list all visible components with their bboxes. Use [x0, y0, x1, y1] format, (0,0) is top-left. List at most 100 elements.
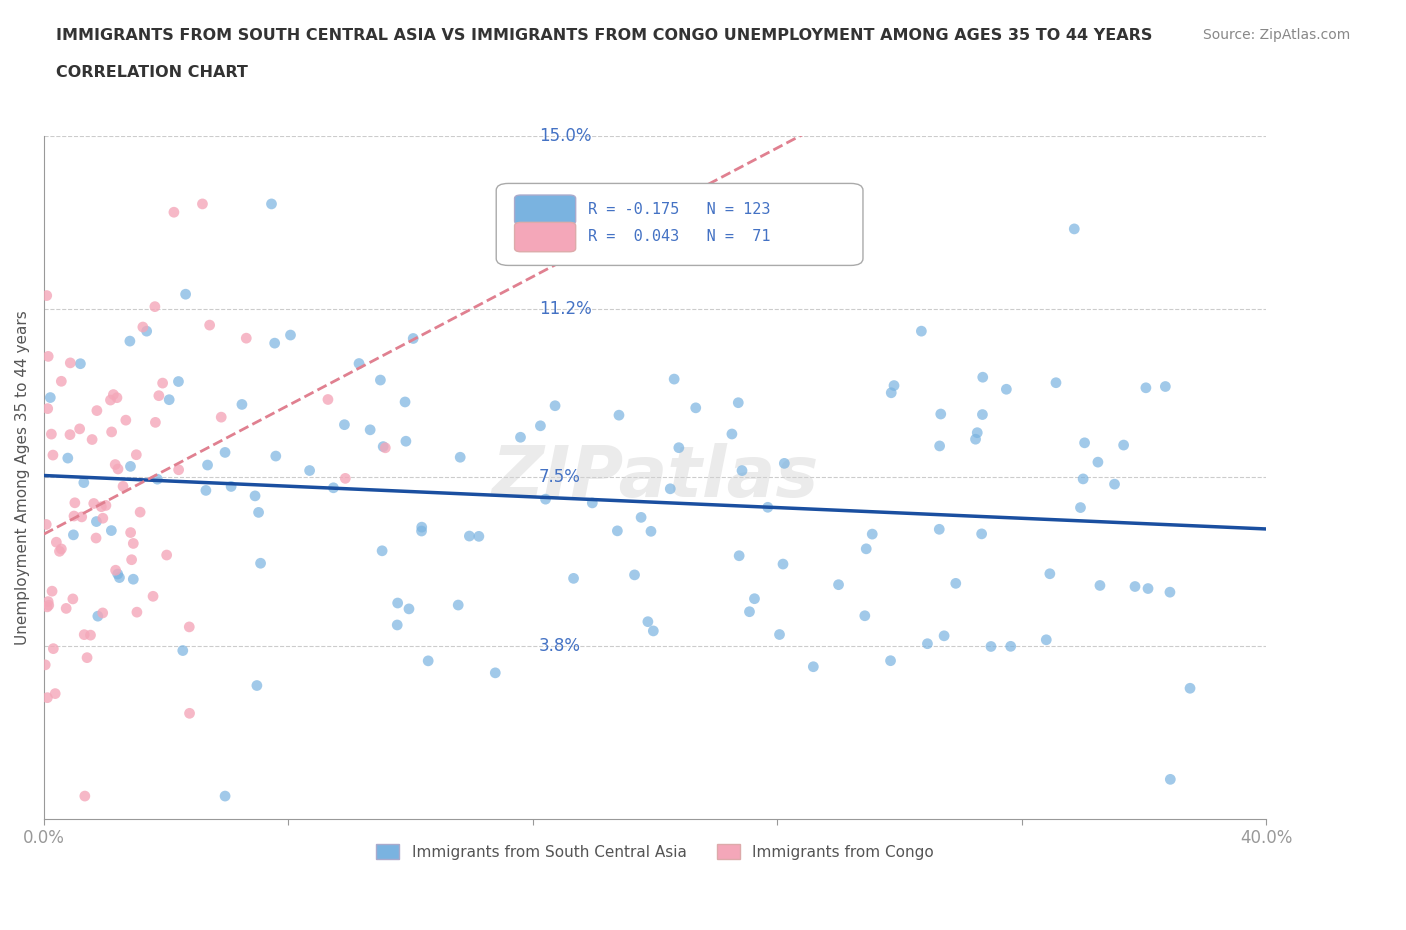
Point [76, 650, 98, 665]
Point [1112, 438, 1135, 453]
Point [198, 318, 221, 333]
Point [637, 614, 659, 629]
Point [373, 439, 395, 454]
Text: R =  0.043   N =  71: R = 0.043 N = 71 [588, 229, 770, 245]
Point [387, 618, 409, 632]
Point [51, 374, 73, 389]
FancyBboxPatch shape [515, 222, 575, 252]
Point [209, 410, 232, 425]
Point [387, 595, 409, 610]
Point [640, 524, 662, 538]
Point [231, 397, 253, 412]
Point [191, 196, 214, 211]
Point [972, 407, 994, 422]
Point [219, 479, 242, 494]
Point [34, 658, 56, 672]
Point [768, 627, 790, 642]
Point [917, 636, 939, 651]
Point [35, 517, 58, 532]
Text: 7.5%: 7.5% [538, 468, 581, 486]
Point [371, 543, 394, 558]
Point [928, 522, 950, 537]
Point [120, 458, 142, 473]
Point [449, 450, 471, 465]
Point [929, 406, 952, 421]
Point [86, 514, 108, 529]
Point [347, 356, 370, 371]
Point [606, 524, 628, 538]
Point [727, 395, 749, 410]
Point [87, 609, 110, 624]
Point [105, 391, 128, 405]
Point [41, 584, 63, 599]
Point [243, 488, 266, 503]
Point [1104, 477, 1126, 492]
Point [662, 372, 685, 387]
Point [59, 355, 82, 370]
FancyBboxPatch shape [515, 195, 575, 224]
Point [1135, 380, 1157, 395]
Point [827, 578, 849, 592]
Point [1035, 632, 1057, 647]
Point [63, 509, 86, 524]
Point [214, 445, 236, 459]
Point [744, 591, 766, 606]
Point [37, 600, 59, 615]
Point [280, 327, 302, 342]
Point [152, 376, 174, 391]
Point [125, 447, 148, 462]
Point [44, 686, 66, 701]
Point [1063, 221, 1085, 236]
Point [374, 440, 396, 455]
Point [37, 349, 59, 364]
Point [402, 331, 425, 346]
Point [1178, 681, 1201, 696]
Point [55, 601, 77, 616]
Point [359, 422, 381, 437]
FancyBboxPatch shape [496, 183, 863, 265]
Point [659, 482, 682, 497]
Point [125, 604, 148, 619]
Point [1088, 578, 1111, 593]
Point [260, 196, 283, 211]
Point [84, 531, 107, 546]
Point [395, 433, 418, 448]
Text: 11.2%: 11.2% [538, 299, 592, 318]
Point [156, 548, 179, 563]
Text: CORRELATION CHART: CORRELATION CHART [56, 65, 247, 80]
Point [1071, 472, 1094, 486]
Point [773, 456, 796, 471]
Point [69, 421, 91, 436]
Point [1045, 376, 1067, 391]
Point [880, 385, 903, 400]
Point [945, 576, 967, 591]
Point [91, 605, 114, 620]
Point [1137, 581, 1160, 596]
Point [980, 639, 1002, 654]
Point [107, 461, 129, 476]
Point [398, 602, 420, 617]
Point [179, 706, 201, 721]
Point [1039, 566, 1062, 581]
Point [45, 535, 67, 550]
Point [62, 527, 84, 542]
Point [120, 525, 142, 540]
Point [73, 475, 96, 490]
Y-axis label: Unemployment Among Ages 35 to 44 years: Unemployment Among Ages 35 to 44 years [15, 310, 30, 644]
Point [484, 665, 506, 680]
Point [668, 440, 690, 455]
Point [103, 387, 125, 402]
Point [928, 439, 950, 454]
Point [685, 401, 707, 416]
Point [932, 629, 955, 644]
Point [114, 413, 136, 428]
Point [643, 623, 665, 638]
Point [509, 430, 531, 445]
Point [1123, 579, 1146, 594]
Point [82, 432, 104, 447]
Point [197, 458, 219, 472]
Point [100, 524, 122, 538]
Point [122, 536, 145, 551]
Point [122, 572, 145, 587]
Point [721, 427, 744, 442]
